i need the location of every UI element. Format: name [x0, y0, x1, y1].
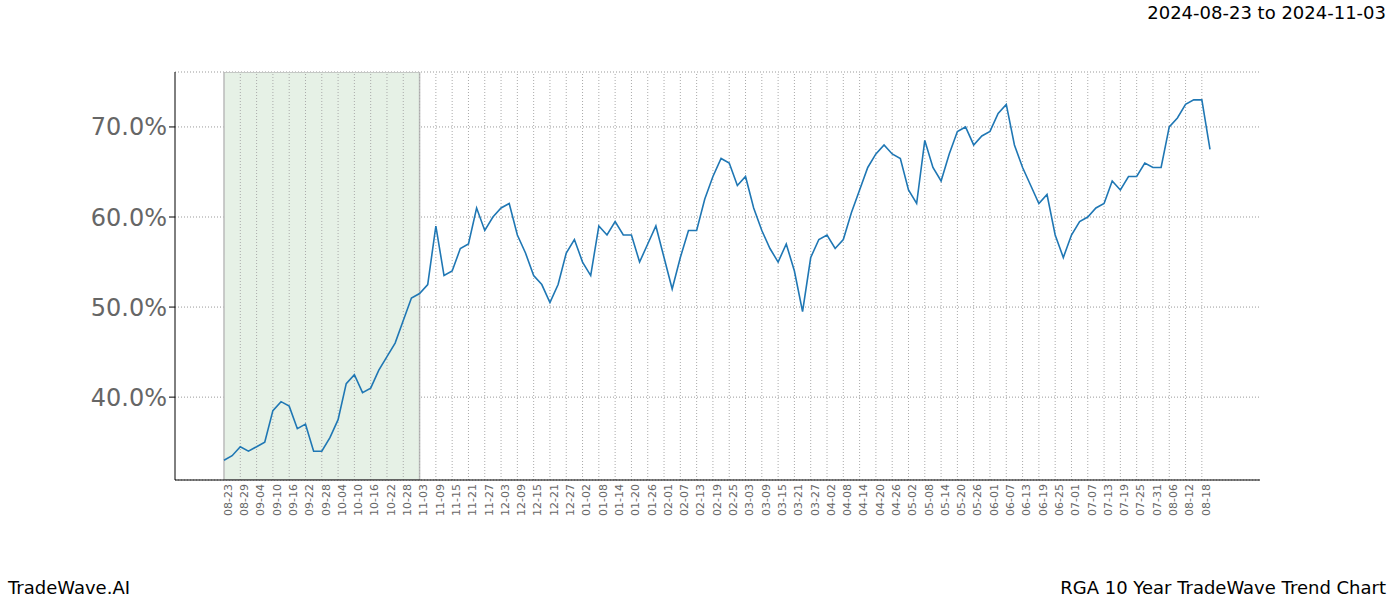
- svg-text:03-15: 03-15: [776, 484, 789, 516]
- svg-text:11-09: 11-09: [434, 484, 447, 516]
- svg-text:06-19: 06-19: [1037, 484, 1050, 516]
- svg-text:08-23: 08-23: [222, 484, 235, 516]
- svg-text:70.0%: 70.0%: [91, 113, 167, 141]
- svg-text:10-28: 10-28: [401, 484, 414, 516]
- svg-text:05-14: 05-14: [939, 484, 952, 516]
- svg-text:01-02: 01-02: [580, 484, 593, 516]
- html-text:2024-08-23 to 2024-11-03: 2024-08-23 to 2024-11-03: [1147, 2, 1386, 23]
- svg-text:06-25: 06-25: [1053, 484, 1066, 516]
- svg-text:40.0%: 40.0%: [91, 384, 167, 412]
- svg-text:05-08: 05-08: [923, 484, 936, 516]
- svg-text:02-25: 02-25: [727, 484, 740, 516]
- svg-text:06-01: 06-01: [988, 484, 1001, 516]
- svg-text:12-21: 12-21: [548, 484, 561, 516]
- svg-text:04-08: 04-08: [841, 484, 854, 516]
- svg-text:08-06: 08-06: [1167, 484, 1180, 516]
- svg-text:06-07: 06-07: [1004, 484, 1017, 516]
- svg-text:07-31: 07-31: [1151, 484, 1164, 516]
- svg-text:12-09: 12-09: [515, 484, 528, 516]
- svg-text:03-21: 03-21: [792, 484, 805, 516]
- svg-text:11-03: 11-03: [417, 484, 430, 516]
- svg-text:01-20: 01-20: [629, 484, 642, 516]
- svg-text:02-01: 02-01: [662, 484, 675, 516]
- svg-text:11-15: 11-15: [450, 484, 463, 516]
- svg-text:01-26: 01-26: [646, 484, 659, 516]
- svg-text:02-19: 02-19: [711, 484, 724, 516]
- svg-text:07-01: 07-01: [1069, 484, 1082, 516]
- svg-text:04-14: 04-14: [857, 484, 870, 516]
- svg-text:05-26: 05-26: [971, 484, 984, 516]
- svg-text:08-29: 08-29: [238, 484, 251, 516]
- svg-text:60.0%: 60.0%: [91, 204, 167, 232]
- svg-text:01-08: 01-08: [597, 484, 610, 516]
- svg-text:09-04: 09-04: [254, 484, 267, 516]
- svg-text:03-03: 03-03: [743, 484, 756, 516]
- svg-text:03-09: 03-09: [760, 484, 773, 516]
- svg-text:09-22: 09-22: [303, 484, 316, 516]
- svg-text:09-28: 09-28: [320, 484, 333, 516]
- svg-text:05-20: 05-20: [955, 484, 968, 516]
- svg-text:02-13: 02-13: [694, 484, 707, 516]
- svg-text:10-10: 10-10: [352, 484, 365, 516]
- svg-text:04-26: 04-26: [890, 484, 903, 516]
- svg-text:01-14: 01-14: [613, 484, 626, 516]
- svg-text:07-25: 07-25: [1134, 484, 1147, 516]
- svg-text:07-07: 07-07: [1086, 484, 1099, 516]
- html-text:RGA 10 Year TradeWave Trend Ch: RGA 10 Year TradeWave Trend Chart: [1060, 577, 1386, 598]
- svg-text:02-07: 02-07: [678, 484, 691, 516]
- svg-text:12-27: 12-27: [564, 484, 577, 516]
- svg-text:50.0%: 50.0%: [91, 294, 167, 322]
- svg-text:12-15: 12-15: [531, 484, 544, 516]
- svg-text:12-03: 12-03: [499, 484, 512, 516]
- svg-text:10-16: 10-16: [368, 484, 381, 516]
- svg-text:04-20: 04-20: [874, 484, 887, 516]
- svg-text:11-27: 11-27: [483, 484, 496, 516]
- svg-text:03-27: 03-27: [809, 484, 822, 516]
- svg-text:09-16: 09-16: [287, 484, 300, 516]
- svg-text:10-22: 10-22: [385, 484, 398, 516]
- svg-text:11-21: 11-21: [466, 484, 479, 516]
- svg-text:08-12: 08-12: [1183, 484, 1196, 516]
- html-text:TradeWave.AI: TradeWave.AI: [8, 577, 130, 598]
- svg-text:04-02: 04-02: [825, 484, 838, 516]
- svg-text:10-04: 10-04: [336, 484, 349, 516]
- svg-text:06-13: 06-13: [1020, 484, 1033, 516]
- svg-text:07-19: 07-19: [1118, 484, 1131, 516]
- svg-text:09-10: 09-10: [271, 484, 284, 516]
- svg-text:08-18: 08-18: [1200, 484, 1213, 516]
- svg-text:07-13: 07-13: [1102, 484, 1115, 516]
- svg-text:05-02: 05-02: [906, 484, 919, 516]
